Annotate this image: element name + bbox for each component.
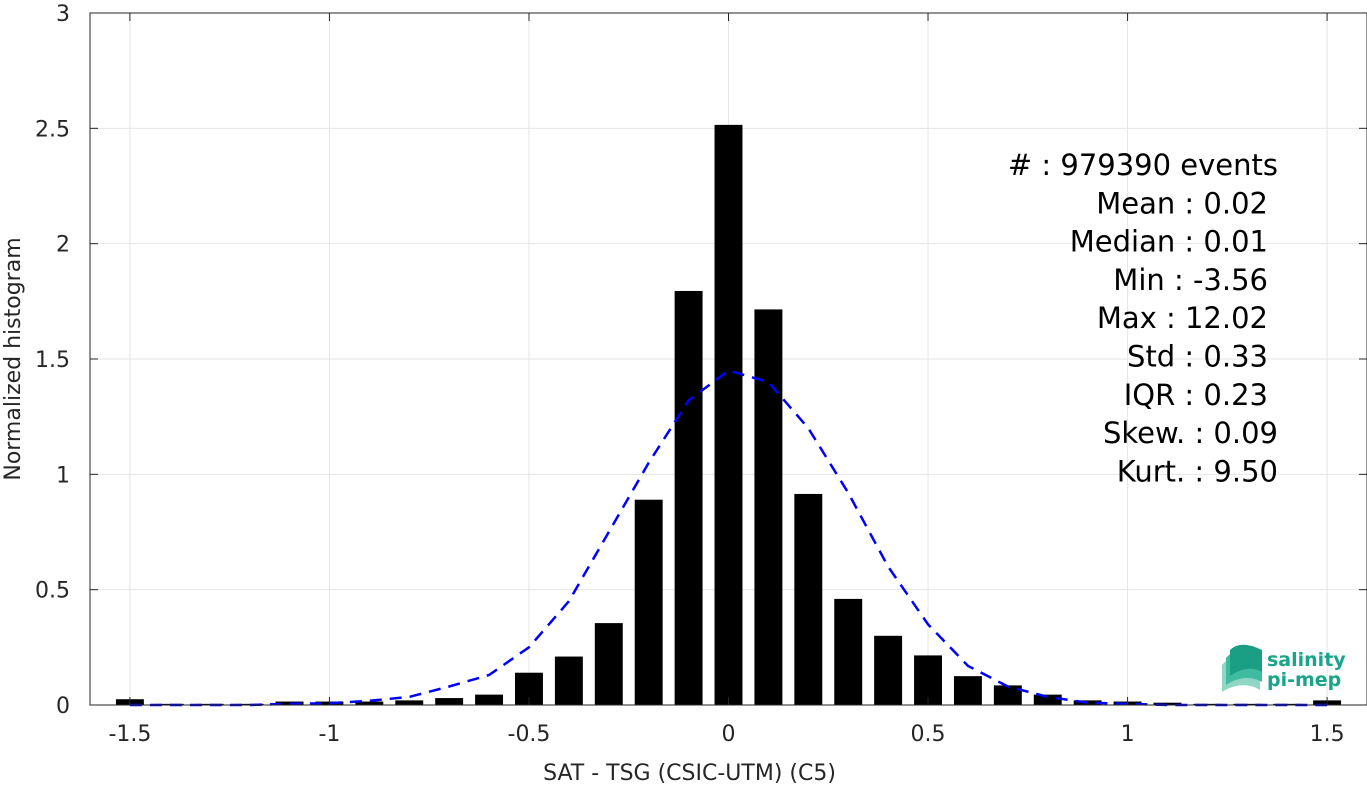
statistics-box: # : 979390 events Mean : 0.02 Median : 0.0… [1008,148,1278,488]
histogram-bar [475,694,504,705]
stats-line: Kurt. : 9.50 [1117,454,1278,488]
histogram-bar [395,700,424,705]
histogram-bar [754,309,783,705]
histogram-bar [235,703,264,705]
stats-line: Max : 12.02 [1097,301,1268,335]
y-tick-label: 1 [56,463,70,488]
histogram-bar [914,655,942,705]
y-tick-label: 3 [56,2,70,27]
salinity-pi-mep-logo: salinity pi-mep [1222,644,1346,692]
x-tick-label: -1 [318,722,340,747]
y-tick-label: 1.5 [35,348,70,373]
x-tick-label: -0.5 [508,722,551,747]
histogram-bar [554,656,583,705]
histogram-bar [953,676,982,705]
stats-line: # : 979390 events [1008,148,1278,182]
histogram-bar [275,701,304,705]
x-tick-label: -1.5 [108,722,151,747]
histogram-bar [1073,700,1102,705]
stats-line: IQR : 0.23 [1124,378,1268,412]
y-axis-ticks: 0 0.5 1 1.5 2 2.5 3 [35,2,1367,719]
histogram-bar [674,290,703,705]
y-tick-label: 0.5 [35,579,70,604]
y-axis-label: Normalized histogram [1,237,26,480]
histogram-bars [115,124,1342,705]
x-tick-label: 0 [722,722,736,747]
x-tick-label: 1.5 [1310,722,1345,747]
histogram-bar [435,698,464,705]
histogram-bar [195,703,224,705]
histogram-bar [834,598,863,705]
stats-line: Skew. : 0.09 [1103,416,1278,450]
histogram-bar [634,499,663,705]
histogram-bar [594,623,623,705]
histogram-bar [714,124,743,705]
histogram-bar [1193,703,1222,705]
y-tick-label: 2.5 [35,117,70,142]
histogram-bar [993,685,1022,705]
y-tick-label: 0 [56,694,70,719]
x-tick-label: 0.5 [911,722,946,747]
wave-logo-icon [1222,644,1262,692]
stats-line: Std : 0.33 [1127,340,1268,374]
stats-line: Min : -3.56 [1113,263,1268,297]
histogram-bar [155,703,184,705]
x-tick-label: 1 [1121,722,1135,747]
logo-line1: salinity [1267,649,1346,671]
stats-line: Median : 0.01 [1070,225,1268,259]
histogram-bar [1153,702,1182,705]
stats-line: Mean : 0.02 [1096,186,1268,220]
histogram-bar [355,701,384,705]
y-tick-label: 2 [56,233,70,258]
x-axis-label: SAT - TSG (CSIC-UTM) (C5) [543,761,836,785]
histogram-bar [874,635,903,705]
x-axis-ticks: -1.5 -1 -0.5 0 0.5 1 1.5 [108,13,1345,747]
logo-line2: pi-mep [1267,669,1341,691]
histogram-bar [1033,694,1062,705]
histogram-bar [794,493,823,705]
